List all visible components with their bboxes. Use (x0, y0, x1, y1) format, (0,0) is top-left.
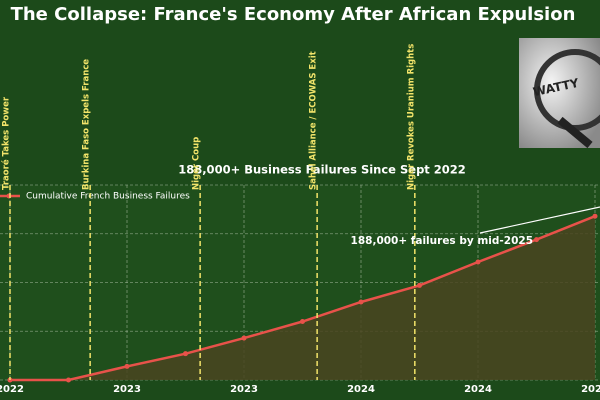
point (66, 377, 71, 383)
legend-label: Cumulative French Business Failures (26, 192, 190, 202)
point (592, 213, 598, 219)
x-tick-label: 2022 (0, 384, 24, 395)
x-tick-label: 2025 (581, 384, 600, 395)
point (475, 259, 481, 265)
event-label: Niger Coup (192, 137, 202, 190)
x-tick-label: 2024 (464, 384, 492, 395)
logo-handle (557, 116, 593, 149)
point (300, 319, 305, 324)
point (358, 299, 364, 305)
x-tick-label: 2024 (347, 384, 375, 395)
event-label: Traoré Takes Power (1, 96, 12, 190)
x-tick-label: 2023 (113, 384, 141, 395)
point (124, 363, 130, 369)
logo: WATTY (519, 38, 600, 149)
x-tick-label: 2023 (230, 384, 258, 395)
event-label: Niger Revokes Uranium Rights (406, 44, 416, 190)
point (241, 335, 247, 341)
point (417, 282, 422, 288)
point (534, 237, 539, 243)
annotation-title: 188,000+ Business Failures Since Sept 20… (178, 163, 466, 177)
chart-title: The Collapse: France's Economy After Afr… (11, 4, 576, 25)
plot: 2022 2023 2023 2024 2024 2025 Cumulative Frenc… (0, 44, 600, 395)
event-label: Sahel Alliance / ECOWAS Exit (309, 51, 319, 190)
annotation: 188,000+ failures by mid-2025 (351, 235, 533, 247)
event-label: Burkina Faso Expels France (82, 59, 92, 190)
annotation-arrow (479, 206, 600, 234)
point (183, 351, 188, 357)
area (10, 216, 595, 380)
